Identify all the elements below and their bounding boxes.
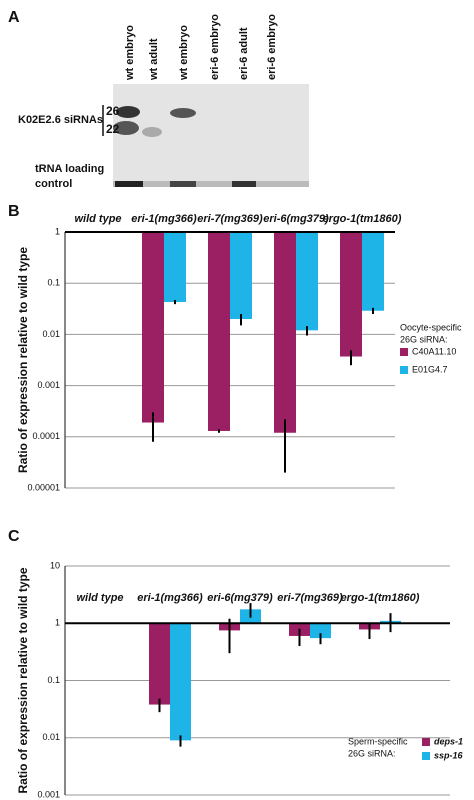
gel-band	[116, 106, 140, 118]
legend-label: E01G4.7	[412, 364, 448, 374]
gel-band	[170, 108, 196, 118]
x-category-label: eri-1(mg366)	[137, 592, 203, 604]
gel-control-band	[115, 181, 143, 187]
band-label: K02E2.6 siRNAs	[18, 114, 103, 126]
gel	[113, 84, 309, 187]
bar	[208, 232, 230, 431]
y-tick-label: 10	[50, 560, 60, 570]
lane-label: wt embryo	[124, 25, 136, 81]
legend-title: Sperm-specific	[348, 736, 408, 746]
gel-control-band	[232, 181, 256, 187]
gel-control	[113, 181, 309, 187]
legend-title: Oocyte-specific	[400, 322, 462, 332]
y-tick-label: 1	[55, 226, 60, 236]
panel-label: C	[8, 528, 20, 545]
lane-label: eri-6 adult	[238, 27, 250, 80]
bar	[296, 232, 318, 331]
bar	[230, 232, 252, 319]
gel-control-band	[170, 181, 196, 187]
y-tick-label: 0.01	[42, 732, 60, 742]
lane-label: eri-6 embryo	[266, 14, 278, 80]
y-tick-label: 0.1	[47, 675, 60, 685]
bar	[142, 232, 164, 423]
panel-label: A	[8, 9, 20, 26]
y-tick-label: 0.00001	[27, 482, 60, 492]
bar	[149, 623, 170, 705]
bar	[362, 232, 384, 311]
lane-label: eri-6 embryo	[209, 14, 221, 80]
x-category-label: eri-7(mg369)	[277, 592, 343, 604]
legend-swatch	[400, 348, 408, 356]
y-tick-label: 0.001	[37, 789, 60, 799]
y-tick-label: 0.0001	[32, 431, 60, 441]
control-label: tRNA loading	[35, 163, 104, 175]
legend-title: 26G siRNA:	[400, 334, 448, 344]
y-tick-label: 0.01	[42, 329, 60, 339]
legend-swatch	[422, 738, 430, 746]
legend-label: ssp-16	[434, 750, 464, 760]
gel-band	[113, 121, 139, 135]
x-category-label: wild type	[76, 592, 123, 604]
y-tick-label: 0.001	[37, 380, 60, 390]
bar	[170, 623, 191, 741]
legend-swatch	[422, 752, 430, 760]
x-category-label: eri-7(mg369)	[197, 213, 263, 225]
legend-swatch	[400, 366, 408, 374]
y-tick-label: 1	[55, 618, 60, 628]
legend-label: C40A11.10	[412, 346, 456, 356]
lane-label: wt adult	[148, 38, 160, 81]
x-category-label: ergo-1(tm1860)	[341, 592, 420, 604]
bar	[340, 232, 362, 357]
x-category-label: eri-6(mg379)	[207, 592, 273, 604]
bar	[164, 232, 186, 302]
legend-title: 26G siRNA:	[348, 748, 396, 758]
y-tick-label: 0.1	[47, 278, 60, 288]
legend-label: deps-1	[434, 736, 463, 746]
x-category-label: eri-1(mg366)	[131, 213, 197, 225]
panel-a: A K02E2.6 siRNAs 26 22 tRNA loading cont…	[8, 9, 309, 190]
size-mark: 26	[106, 104, 120, 118]
panel-label: B	[8, 203, 20, 220]
lane-label: wt embryo	[178, 25, 190, 81]
y-axis-label: Ratio of expression relative to wild typ…	[16, 247, 30, 473]
y-axis-label: Ratio of expression relative to wild typ…	[16, 567, 30, 793]
x-category-label: ergo-1(tm1860)	[323, 213, 402, 225]
control-label: control	[35, 178, 72, 190]
gel-band	[142, 127, 162, 137]
size-mark: 22	[106, 122, 120, 136]
x-category-label: eri-6(mg379)	[263, 213, 329, 225]
bar	[274, 232, 296, 433]
x-category-label: wild type	[74, 213, 121, 225]
bar	[310, 623, 331, 639]
